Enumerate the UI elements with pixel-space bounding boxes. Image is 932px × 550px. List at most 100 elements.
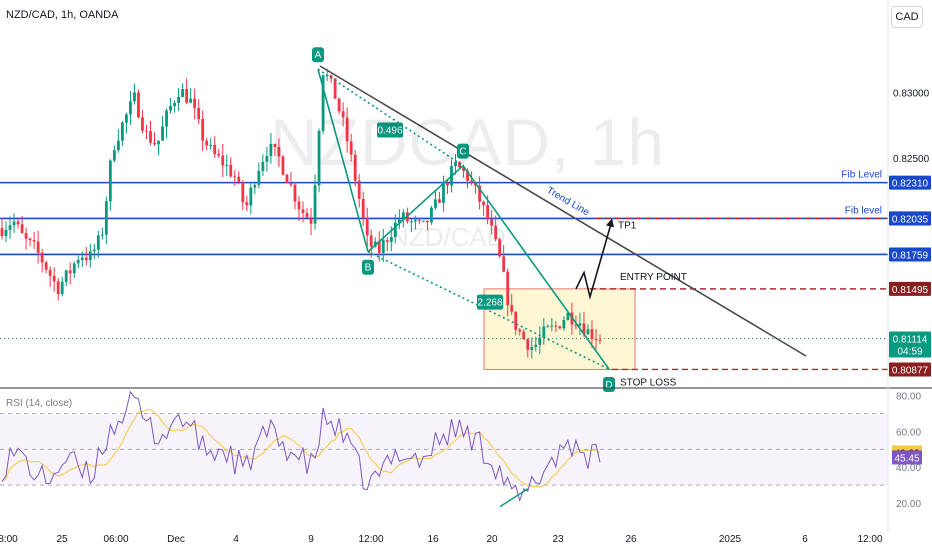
candle-body [201, 119, 205, 141]
candle-body [121, 122, 124, 141]
candle-body [506, 271, 510, 306]
candle-body [116, 140, 120, 151]
candle-body [125, 114, 128, 123]
time-tick-label: 12:00 [857, 534, 882, 545]
candle-body [317, 130, 321, 186]
rsi-value-label: 45.45 [894, 453, 919, 464]
candle-body [502, 256, 506, 272]
pattern-point-d-label: D [605, 380, 612, 391]
price-label-badge [889, 211, 931, 226]
pattern-point-a-marker[interactable] [312, 47, 324, 63]
candle-body [36, 241, 40, 253]
candle-body [4, 229, 8, 237]
candle-body [337, 98, 341, 112]
candle-body [165, 110, 168, 127]
candle-body [349, 141, 353, 155]
pattern-point-b-marker[interactable] [362, 259, 374, 275]
candle-body [277, 146, 281, 157]
candle-body [285, 174, 289, 184]
candle-body [321, 75, 325, 131]
candle-body [434, 199, 437, 208]
price-label-value: 0.81759 [892, 250, 929, 261]
candle-body [289, 183, 293, 185]
candle-body [169, 106, 172, 111]
candle-body [470, 180, 473, 183]
candle-body [52, 275, 56, 282]
pattern-ratio-box [477, 294, 503, 310]
candle-body [24, 233, 28, 239]
rsi-tick-label: 60.00 [896, 427, 921, 438]
candle-body [534, 344, 538, 348]
candle-body [454, 162, 457, 167]
candle-body [574, 324, 578, 326]
rsi-line [1, 390, 601, 503]
candle-body [590, 329, 594, 340]
candle-body [385, 240, 389, 242]
candle-body [522, 331, 526, 340]
candle-body [76, 259, 80, 264]
stop-loss-label: STOP LOSS [620, 377, 677, 388]
rsi-ma-line [1, 409, 601, 488]
candle-body [401, 212, 405, 220]
trend-line[interactable] [319, 65, 807, 357]
candle-body [64, 270, 68, 282]
candle-body [582, 323, 586, 335]
rsi-tick-label: 80.00 [896, 392, 921, 403]
candle-body [313, 185, 317, 224]
time-tick-label: 23 [552, 534, 564, 545]
pattern-point-a-label: A [315, 50, 322, 61]
rsi-tick-label: 40.00 [896, 463, 921, 474]
candle-body [305, 213, 309, 218]
pattern-diagonal-ac [317, 68, 464, 167]
candle-body [153, 142, 156, 145]
candle-body [129, 101, 132, 115]
currency-button[interactable]: CAD [891, 6, 923, 28]
time-tick-label: 12:00 [358, 534, 383, 545]
rsi-divergence-line [499, 488, 529, 508]
time-tick-label: 16 [427, 534, 439, 545]
rsi-value-badge [892, 450, 922, 465]
candle-body [393, 222, 397, 238]
candle-body [197, 107, 201, 120]
candle-body [538, 337, 542, 345]
candle-body [205, 140, 209, 146]
candle-body [510, 305, 514, 312]
candle-body [369, 235, 373, 247]
candle-body [20, 224, 24, 234]
candle-body [389, 237, 393, 242]
candle-body [490, 219, 494, 226]
candle-body [466, 170, 469, 181]
candle-body [486, 204, 490, 220]
tp1-label: TP1 [618, 220, 637, 231]
time-tick-label: 8:00 [0, 534, 18, 545]
time-tick-label: 26 [625, 534, 637, 545]
candle-body [161, 126, 164, 141]
candle-body [462, 167, 465, 171]
price-tick-label: 0.82500 [893, 154, 930, 165]
time-tick-label: 6 [802, 534, 808, 545]
pattern-point-c-marker[interactable] [457, 143, 469, 159]
candle-body [185, 89, 189, 103]
candle-body [269, 143, 273, 156]
candle-body [233, 176, 237, 178]
candle-body [546, 326, 550, 328]
price-label-badge [889, 175, 931, 190]
candle-body [245, 202, 249, 206]
time-tick-label: Dec [167, 534, 185, 545]
candle-body [409, 221, 413, 223]
candle-body [530, 347, 534, 350]
candle-body [249, 187, 253, 206]
candle-body [586, 329, 590, 335]
candle-body [578, 323, 582, 326]
candle-body [229, 164, 233, 177]
candle-body [157, 140, 160, 145]
candle-body [293, 184, 297, 202]
rsi-indicator-title: RSI (14, close) [6, 398, 73, 409]
candle-body [430, 207, 433, 223]
candle-body [145, 130, 148, 132]
price-label-badge [889, 247, 931, 262]
candle-body [281, 156, 285, 175]
candle-body [149, 131, 152, 143]
candle-body [12, 221, 16, 226]
